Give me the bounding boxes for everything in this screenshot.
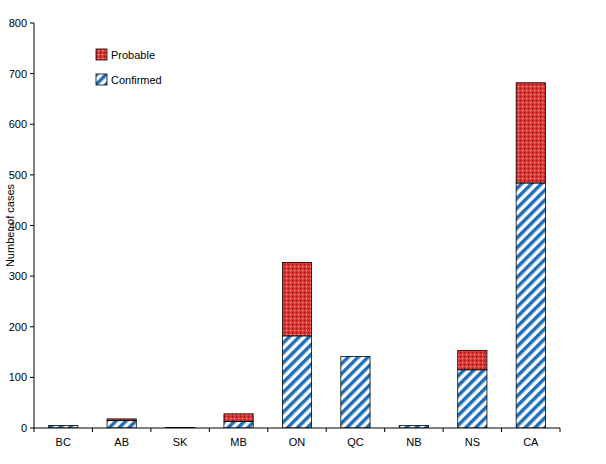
bar-segment	[458, 370, 487, 428]
bar-segment	[341, 357, 370, 428]
x-tick	[150, 428, 151, 432]
bar-segment	[224, 421, 253, 428]
y-tick	[30, 23, 34, 24]
y-tick	[30, 174, 34, 175]
x-tick	[384, 428, 385, 432]
x-tick-label: BC	[56, 436, 71, 448]
bars	[49, 83, 546, 428]
bar-segment	[107, 420, 136, 428]
x-axis	[34, 428, 560, 429]
bar-segment	[282, 262, 311, 335]
x-tick-label: QC	[347, 436, 364, 448]
y-tick-label: 300	[9, 270, 27, 282]
bar-segment	[49, 425, 78, 426]
y-tick	[30, 73, 34, 74]
y-tick	[30, 428, 34, 429]
y-tick-label: 200	[9, 321, 27, 333]
x-tick-label: CA	[523, 436, 539, 448]
legend-swatch	[96, 74, 107, 85]
bar-segment	[341, 356, 370, 357]
x-tick	[501, 428, 502, 432]
x-tick	[326, 428, 327, 432]
x-tick-label: SK	[173, 436, 188, 448]
x-tick-label: NB	[406, 436, 421, 448]
x-tick	[443, 428, 444, 432]
y-tick	[30, 276, 34, 277]
bar-segment	[282, 336, 311, 428]
y-tick-label: 500	[9, 169, 27, 181]
y-tick-label: 100	[9, 371, 27, 383]
x-tick-label: AB	[114, 436, 129, 448]
x-tick	[560, 428, 561, 432]
x-tick	[209, 428, 210, 432]
y-tick-label: 0	[21, 422, 27, 434]
x-tick	[34, 428, 35, 432]
bar-segment	[107, 419, 136, 421]
bar-segment	[458, 351, 487, 370]
y-tick-label: 600	[9, 118, 27, 130]
y-axis	[34, 23, 35, 428]
y-tick	[30, 124, 34, 125]
x-tick-label: ON	[289, 436, 306, 448]
x-tick-label: NS	[465, 436, 480, 448]
y-tick	[30, 225, 34, 226]
bar-segment	[516, 83, 545, 183]
y-tick	[30, 377, 34, 378]
x-tick	[92, 428, 93, 432]
y-tick-label: 700	[9, 68, 27, 80]
y-tick-label: 800	[9, 17, 27, 29]
legend-swatch	[96, 49, 107, 60]
chart: 0100200300400500600700800Number of cases…	[0, 0, 606, 464]
y-axis-label: Number of cases	[4, 183, 16, 267]
legend-label: Probable	[111, 49, 155, 61]
y-tick	[30, 326, 34, 327]
x-tick	[267, 428, 268, 432]
bar-segment	[516, 183, 545, 428]
bar-segment	[224, 414, 253, 422]
x-tick-label: MB	[230, 436, 247, 448]
legend-label: Confirmed	[111, 74, 162, 86]
bar-segment	[399, 425, 428, 426]
